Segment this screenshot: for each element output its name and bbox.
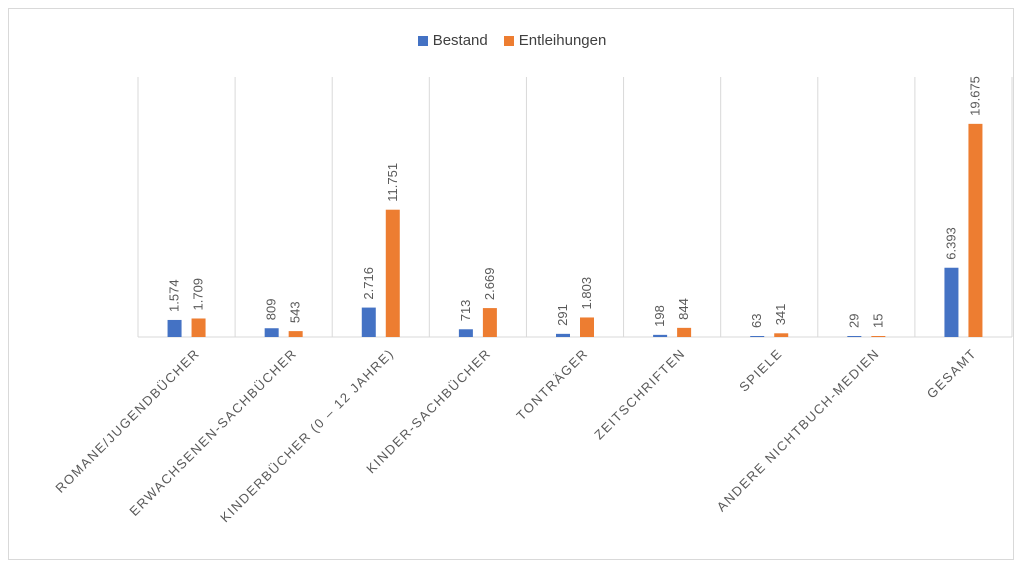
data-label-entleihungen-0: 1.709	[191, 278, 206, 311]
x-tick-label-5: ZEITSCHRIFTEN	[591, 346, 688, 443]
data-label-entleihungen-7: 15	[870, 314, 885, 328]
bar-bestand-1	[264, 328, 279, 337]
chart-frame	[8, 8, 1014, 560]
bar-entleihungen-3	[482, 308, 497, 337]
bar-entleihungen-5	[677, 327, 692, 337]
data-label-bestand-2: 2.716	[361, 267, 376, 300]
data-label-bestand-8: 6.393	[943, 227, 958, 260]
legend-label-bestand: Bestand	[432, 32, 488, 49]
bar-bestand-7	[847, 336, 862, 337]
bar-entleihungen-1	[288, 331, 303, 337]
bar-bestand-0	[167, 319, 182, 337]
data-label-bestand-0: 1.574	[167, 279, 182, 312]
data-label-bestand-6: 63	[749, 314, 764, 328]
data-label-bestand-1: 809	[264, 299, 279, 321]
legend-swatch-entleihungen	[503, 35, 514, 46]
data-label-bestand-5: 198	[652, 305, 667, 327]
data-label-entleihungen-4: 1.803	[579, 277, 594, 310]
chart-legend: Bestand Entleihungen	[0, 32, 1024, 49]
x-tick-label-4: TONTRÄGER	[513, 346, 591, 424]
bar-entleihungen-0	[191, 318, 206, 337]
x-tick-label-8: GESAMT	[924, 346, 980, 402]
x-tick-label-1: ERWACHSENEN-SACHBÜCHER	[126, 346, 299, 519]
data-label-entleihungen-3: 2.669	[482, 268, 497, 301]
bar-entleihungen-6	[774, 333, 789, 337]
data-label-entleihungen-5: 844	[676, 298, 691, 320]
bar-entleihungen-2	[385, 209, 400, 337]
bar-bestand-6	[750, 336, 765, 337]
bar-bestand-3	[458, 329, 473, 337]
x-tick-label-6: SPIELE	[736, 346, 785, 395]
data-label-bestand-7: 29	[846, 314, 861, 328]
bar-entleihungen-4	[580, 317, 594, 337]
legend-swatch-bestand	[417, 35, 428, 46]
bar-bestand-5	[653, 334, 668, 337]
bar-entleihungen-7	[871, 336, 886, 337]
data-label-entleihungen-8: 19.675	[967, 76, 982, 116]
bar-bestand-2	[361, 307, 376, 337]
x-tick-label-2: KINDERBÜCHER (0 – 12 JAHRE)	[217, 346, 397, 526]
bar-bestand-8	[944, 267, 959, 337]
legend-item-bestand: Bestand	[417, 32, 488, 49]
data-label-bestand-3: 713	[458, 300, 473, 322]
bar-bestand-4	[556, 333, 570, 337]
bar-entleihungen-8	[968, 123, 983, 338]
x-tick-label-7: ANDERE NICHTBUCH-MEDIEN	[714, 346, 883, 515]
data-label-entleihungen-2: 11.751	[385, 163, 400, 202]
legend-item-entleihungen: Entleihungen	[503, 32, 607, 49]
data-label-entleihungen-6: 341	[773, 304, 788, 326]
legend-label-entleihungen: Entleihungen	[518, 32, 607, 49]
data-label-bestand-4: 291	[555, 304, 570, 326]
data-label-entleihungen-1: 543	[288, 301, 303, 323]
